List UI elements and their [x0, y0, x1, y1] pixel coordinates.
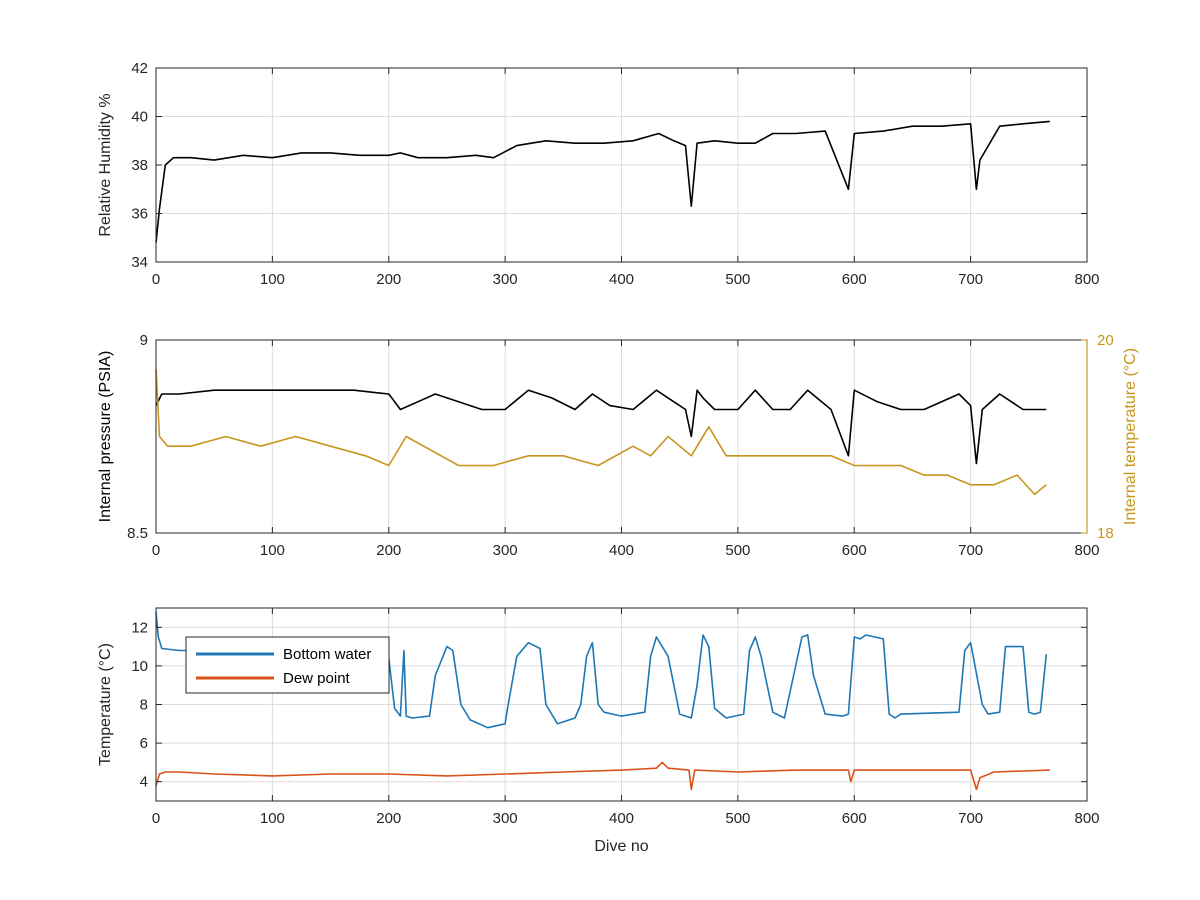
legend: Bottom water Dew point — [185, 636, 390, 694]
right-y-tick-label: 20 — [1097, 332, 1114, 349]
y-tick-label: 12 — [131, 619, 148, 636]
y-tick-label: 34 — [131, 254, 148, 271]
x-tick-label: 500 — [725, 810, 750, 827]
x-tick-label: 100 — [260, 542, 285, 559]
x-tick-label: 200 — [376, 542, 401, 559]
x-tick-label: 700 — [958, 271, 983, 288]
y-axis-label: Relative Humidity % — [97, 93, 114, 236]
y-tick-label: 6 — [140, 735, 148, 752]
y-tick-label: 42 — [131, 60, 148, 77]
x-tick-label: 600 — [842, 542, 867, 559]
x-tick-label: 300 — [493, 271, 518, 288]
y-tick-label: 4 — [140, 774, 148, 791]
x-tick-label: 300 — [493, 542, 518, 559]
y-tick-label: 10 — [131, 658, 148, 675]
y-tick-label: 9 — [140, 332, 148, 349]
x-tick-label: 800 — [1074, 271, 1099, 288]
x-tick-label: 0 — [152, 542, 160, 559]
right-y-axis-label: Internal temperature (°C) — [1122, 348, 1139, 525]
x-tick-label: 200 — [376, 810, 401, 827]
legend-label-dew-point: Dew point — [283, 670, 351, 687]
x-tick-label: 100 — [260, 271, 285, 288]
y-axis-label: Internal pressure (PSIA) — [97, 351, 114, 523]
y-tick-label: 8.5 — [127, 525, 148, 542]
x-tick-label: 600 — [842, 271, 867, 288]
x-tick-label: 100 — [260, 810, 285, 827]
series-1-line — [155, 120, 1050, 243]
x-tick-label: 400 — [609, 542, 634, 559]
panel-1: 0 100 200 300 400 500 600 700 800 34 36 38 40 42 Relat… — [97, 60, 1100, 288]
x-tick-label: 0 — [152, 271, 160, 288]
x-tick-label: 400 — [609, 810, 634, 827]
legend-box — [185, 636, 390, 694]
x-tick-label: 400 — [609, 271, 634, 288]
series-1-line — [155, 389, 1047, 465]
series-dew-point — [155, 761, 1050, 791]
x-tick-label: 500 — [725, 542, 750, 559]
x-tick-label: 200 — [376, 271, 401, 288]
x-tick-label: 500 — [725, 271, 750, 288]
panel-3: 0 100 200 300 400 500 600 700 800 4 6 8 10 12 Temperat… — [97, 607, 1100, 855]
y-tick-label: 40 — [131, 109, 148, 126]
legend-label-bottom-water: Bottom water — [283, 646, 371, 663]
series-2-line — [155, 368, 1047, 496]
panel-2: 0 100 200 300 400 500 600 700 800 8.5 9 18 20 Interna… — [97, 332, 1139, 559]
x-tick-label: 800 — [1074, 542, 1099, 559]
x-axis-label: Dive no — [594, 838, 648, 855]
y-axis-label: Temperature (°C) — [97, 643, 114, 766]
right-y-tick-label: 18 — [1097, 525, 1114, 542]
y-tick-label: 8 — [140, 697, 148, 714]
x-tick-label: 300 — [493, 810, 518, 827]
x-tick-label: 600 — [842, 810, 867, 827]
x-tick-label: 0 — [152, 810, 160, 827]
x-tick-label: 700 — [958, 810, 983, 827]
x-tick-label: 700 — [958, 542, 983, 559]
y-tick-label: 38 — [131, 157, 148, 174]
y-tick-label: 36 — [131, 206, 148, 223]
x-tick-label: 800 — [1074, 810, 1099, 827]
plots: 0 100 200 300 400 500 600 700 8003436384042Relat… — [97, 60, 1139, 855]
series-bottom-water — [155, 611, 1048, 729]
